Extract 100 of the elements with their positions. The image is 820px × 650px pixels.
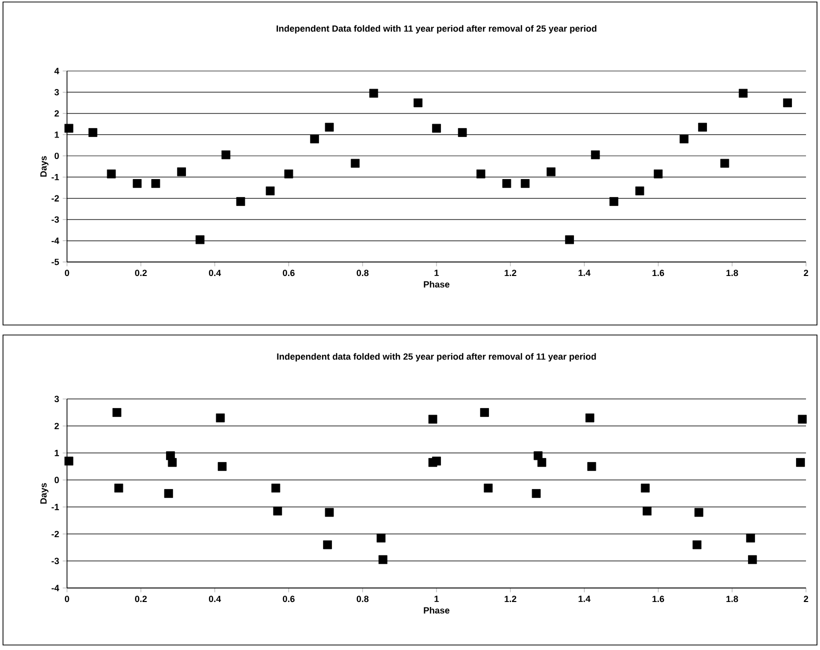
point (114, 484, 124, 492)
x-tick-label: 1.2 (504, 270, 516, 276)
point (680, 134, 688, 144)
point (284, 170, 294, 178)
point (221, 150, 230, 160)
x-tick-label: 0 (64, 270, 70, 276)
x-tick-label: 1 (434, 270, 439, 276)
point (414, 98, 422, 108)
point (323, 540, 332, 550)
x-tick-label: 0.2 (135, 270, 147, 276)
x-tick-label: 0.8 (356, 270, 369, 276)
point (546, 167, 556, 176)
point (324, 508, 334, 517)
point (798, 414, 807, 424)
point (350, 158, 360, 168)
x-tick-label: 2 (804, 270, 808, 276)
point (640, 484, 650, 492)
y-tick-label: -5 (52, 258, 59, 266)
x-tick-label: 1.6 (652, 596, 664, 602)
point (64, 456, 74, 466)
x-tick-label: 0.6 (282, 270, 295, 276)
point (106, 170, 116, 178)
chart-title: Independent data folded with 25 year period after removal of 11 year period (277, 353, 596, 362)
point (236, 197, 246, 206)
point (428, 414, 438, 424)
x-tick-label: 2 (804, 596, 808, 602)
y-tick-label: 3 (54, 89, 59, 96)
point (132, 179, 142, 188)
y-tick-label: -4 (52, 584, 60, 592)
y-tick-label: 3 (54, 396, 59, 402)
x-tick-label: 1.8 (726, 596, 738, 602)
y-tick-label: 4 (54, 68, 60, 74)
point (783, 98, 792, 108)
point (537, 458, 546, 467)
point (112, 408, 122, 417)
point (642, 506, 652, 516)
point (432, 456, 441, 466)
point (376, 534, 386, 542)
y-tick-label: 1 (54, 132, 59, 138)
point (609, 197, 618, 206)
y-axis-title: Days (40, 156, 48, 177)
x-tick-label: 0.2 (135, 596, 147, 602)
point (746, 534, 755, 542)
point (266, 186, 275, 196)
x-tick-label: 0.6 (282, 596, 295, 602)
point (369, 88, 378, 98)
point (216, 413, 225, 422)
point (476, 170, 486, 178)
x-tick-label: 1.4 (578, 270, 590, 276)
point (585, 413, 594, 422)
y-tick-label: -3 (52, 558, 59, 564)
y-tick-label: -2 (52, 195, 59, 202)
point (168, 458, 177, 467)
point (64, 124, 74, 133)
point (590, 150, 600, 160)
point (218, 462, 227, 471)
point (502, 179, 512, 188)
point (587, 462, 596, 471)
x-tick-label: 1.8 (726, 270, 738, 276)
y-tick-label: -4 (52, 238, 60, 244)
point (796, 458, 805, 467)
y-tick-label: 2 (54, 110, 59, 117)
point (484, 484, 493, 492)
point (748, 555, 757, 564)
point (164, 489, 174, 498)
point (720, 158, 730, 168)
point (532, 489, 541, 498)
point (88, 128, 98, 137)
x-axis-title: Phase (424, 606, 450, 614)
y-tick-label: -2 (52, 530, 59, 538)
x-tick-label: 1.4 (578, 596, 590, 602)
point (273, 506, 282, 516)
y-axis-title: Days (40, 483, 48, 504)
point (151, 179, 160, 188)
x-tick-label: 0.4 (208, 596, 221, 602)
point (177, 167, 186, 176)
y-tick-label: -3 (52, 216, 59, 223)
x-tick-label: 1.6 (652, 270, 664, 276)
point (692, 540, 702, 550)
point (520, 179, 530, 188)
point (310, 134, 319, 144)
point (698, 122, 707, 132)
x-tick-label: 0 (64, 596, 70, 602)
y-tick-label: 0 (54, 476, 59, 484)
point (432, 124, 441, 133)
y-tick-label: 2 (54, 422, 59, 430)
chart-title: Independent Data folded with 11 year period after removal of 25 year period (276, 25, 596, 34)
x-tick-label: 0.4 (208, 270, 221, 276)
y-tick-label: 1 (54, 450, 59, 456)
point (324, 122, 334, 132)
point (196, 235, 204, 244)
point (694, 508, 704, 517)
point (458, 128, 467, 137)
y-tick-label: 0 (54, 152, 59, 160)
point (271, 484, 280, 492)
x-tick-label: 0.8 (356, 596, 369, 602)
point (635, 186, 644, 196)
point (378, 555, 388, 564)
point (480, 408, 489, 417)
point (565, 235, 574, 244)
